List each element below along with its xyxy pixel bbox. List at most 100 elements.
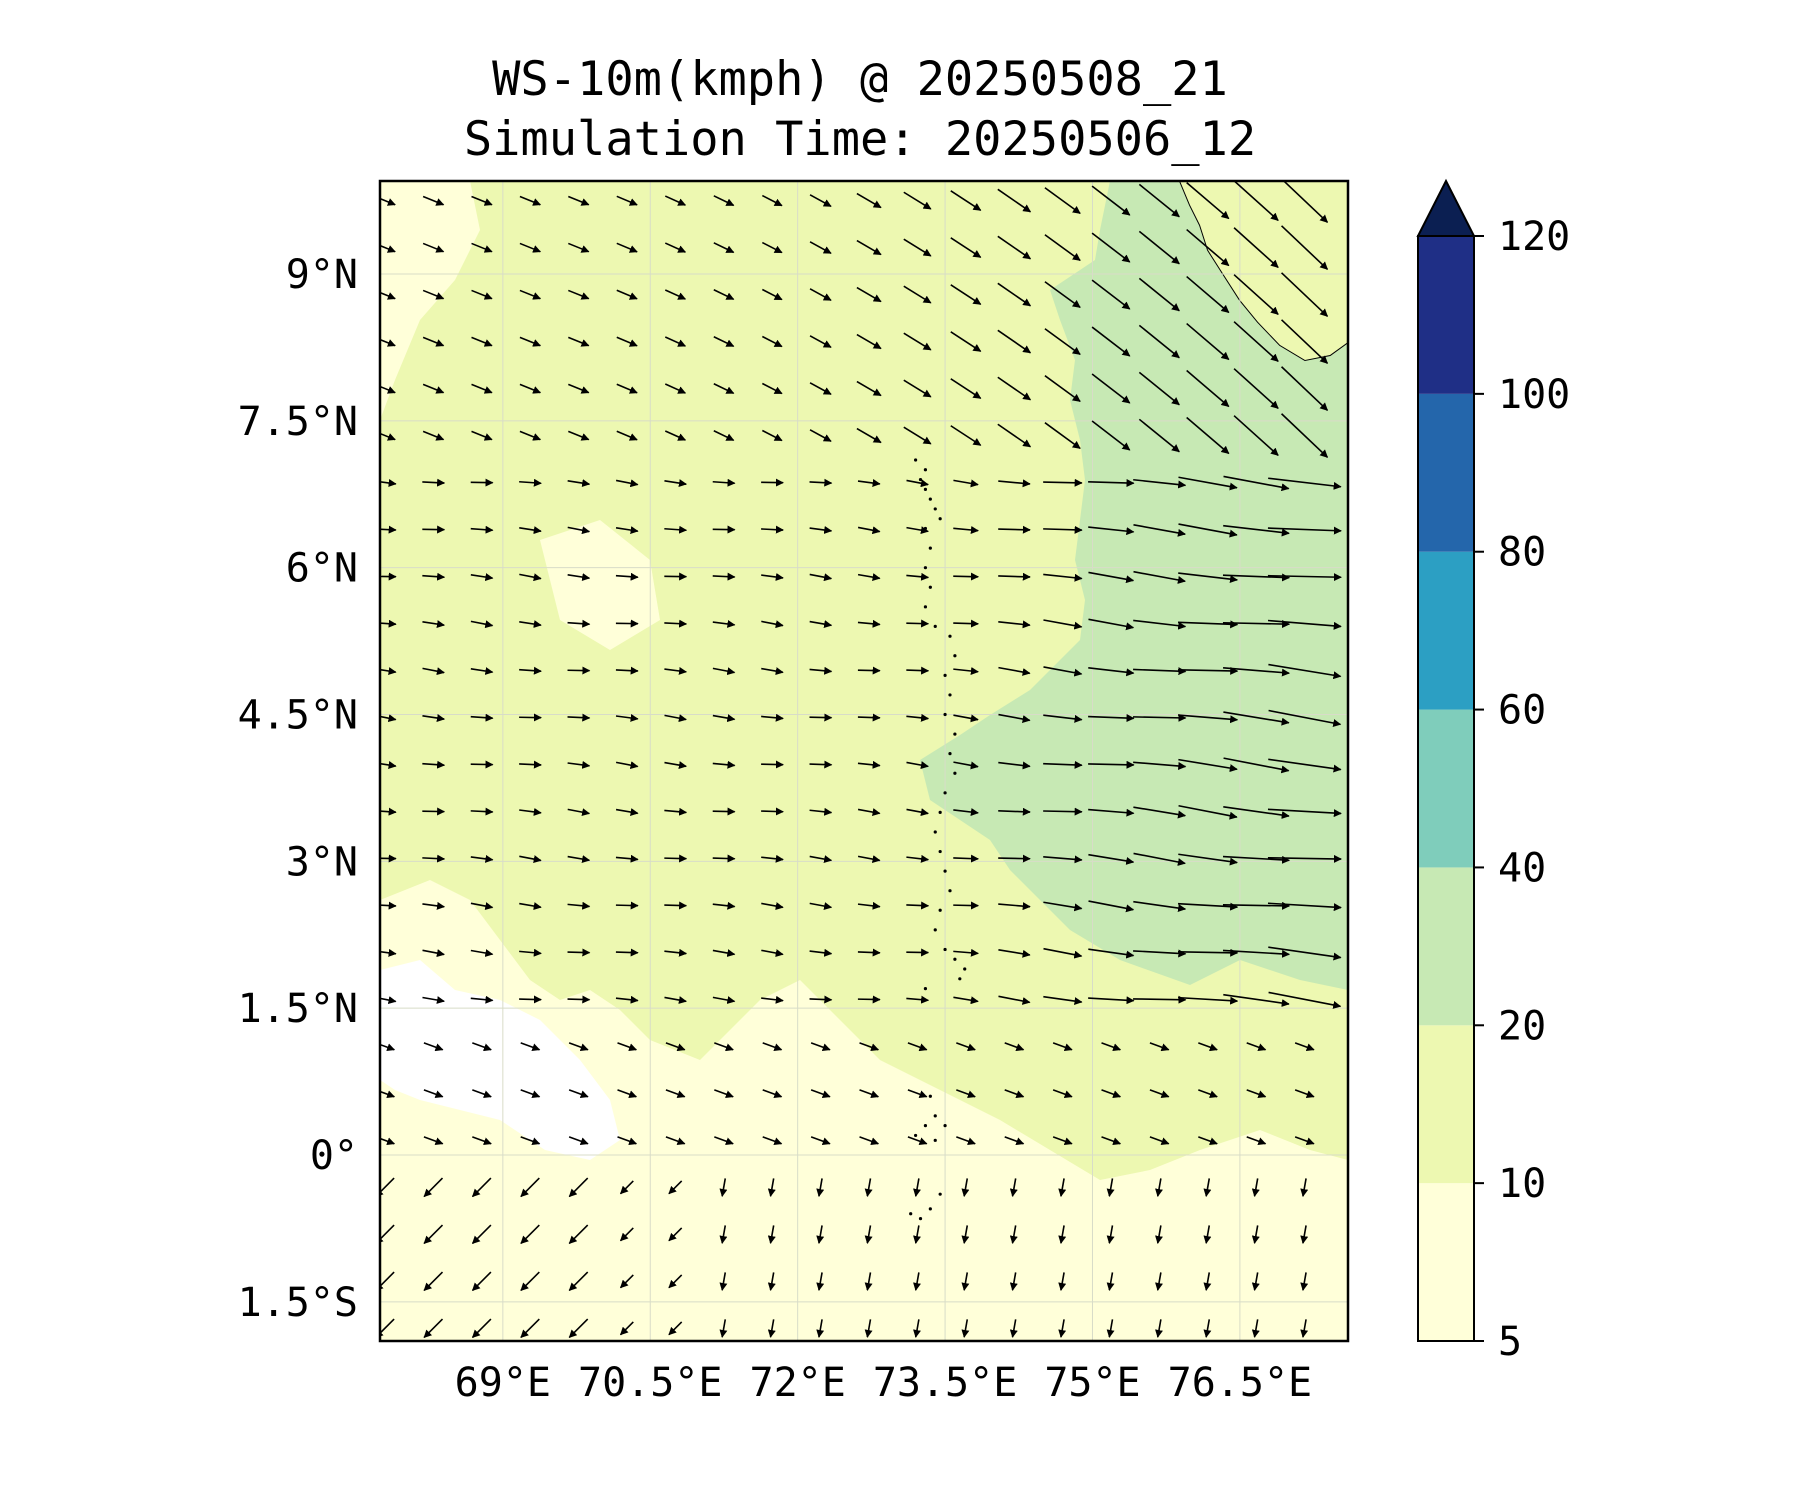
- wind-arrow: [950, 331, 982, 352]
- wind-arrow: [1178, 996, 1239, 1005]
- wind-arrow: [762, 1042, 783, 1052]
- wind-arrow: [1009, 1225, 1018, 1244]
- wind-arrow: [568, 430, 590, 441]
- island-dot: [923, 1124, 928, 1128]
- wind-arrow: [1009, 1319, 1018, 1338]
- wind-arrow: [1268, 709, 1342, 727]
- wind-arrow: [567, 479, 591, 488]
- wind-arrow: [568, 1224, 589, 1245]
- wind-arrow: [997, 188, 1032, 213]
- wind-arrow: [857, 808, 881, 817]
- wind-arrow: [615, 901, 639, 910]
- wind-arrow: [712, 667, 736, 676]
- wind-arrow: [1091, 185, 1131, 216]
- wind-arrow: [857, 855, 881, 864]
- wind-arrow: [422, 854, 446, 863]
- wind-arrow: [664, 336, 687, 347]
- wind-arrow: [1133, 995, 1187, 1004]
- wind-arrow: [998, 949, 1031, 958]
- wind-arrow: [906, 572, 930, 581]
- x-tick-label: 72°E: [750, 1360, 846, 1406]
- wind-arrow: [1233, 368, 1279, 409]
- wind-arrow: [1133, 761, 1187, 770]
- wind-arrow: [809, 807, 833, 816]
- wind-arrow: [1043, 807, 1083, 816]
- wind-arrow: [907, 1089, 928, 1099]
- colorbar-tick-label: 100: [1498, 372, 1570, 418]
- wind-arrow: [712, 996, 736, 1004]
- wind-arrow: [380, 714, 397, 723]
- wind-arrow: [1004, 1136, 1025, 1146]
- wind-arrow: [761, 288, 783, 301]
- wind-arrow: [913, 1178, 921, 1197]
- island-dot: [953, 957, 957, 961]
- wind-arrow: [519, 902, 542, 910]
- wind-arrow: [953, 619, 979, 628]
- wind-arrow: [997, 282, 1032, 307]
- wind-arrow: [1052, 1136, 1073, 1146]
- wind-arrow: [664, 289, 687, 300]
- wind-arrow: [864, 1225, 873, 1244]
- colorbar: 5 10 20 40 60 80 100 120: [1416, 178, 1570, 1365]
- wind-arrow: [712, 572, 736, 581]
- wind-arrow: [1203, 1178, 1212, 1197]
- wind-arrow: [615, 948, 639, 957]
- wind-arrow: [471, 289, 493, 300]
- wind-arrow: [857, 573, 881, 582]
- wind-arrow: [816, 1225, 825, 1244]
- wind-arrow: [615, 713, 639, 722]
- wind-arrow: [616, 289, 638, 300]
- region-below-10-blob: [540, 520, 660, 650]
- island-dot: [918, 1217, 923, 1221]
- wind-arrow: [1178, 476, 1238, 491]
- wind-arrow: [1222, 620, 1291, 629]
- wind-arrow: [519, 478, 542, 487]
- wind-arrow: [664, 619, 688, 628]
- wind-arrow: [380, 1224, 395, 1245]
- wind-arrow: [713, 383, 735, 395]
- wind-arrow: [761, 382, 783, 395]
- wind-arrow: [1300, 1272, 1309, 1291]
- colorbar-tick-label: 120: [1498, 214, 1570, 260]
- wind-arrow: [668, 1180, 683, 1195]
- wind-arrow: [810, 1042, 831, 1052]
- wind-arrow: [616, 195, 638, 206]
- wind-arrow: [615, 666, 639, 675]
- y-tick-label: 4.5°N: [238, 693, 358, 739]
- wind-arrow: [664, 430, 687, 441]
- wind-arrow: [380, 619, 397, 628]
- island-dot: [938, 1192, 942, 1196]
- wind-arrow: [1203, 1225, 1212, 1244]
- wind-arrow: [1178, 572, 1239, 584]
- wind-arrow: [864, 1178, 873, 1197]
- wind-arrow: [857, 948, 881, 957]
- wind-arrow: [1203, 1272, 1212, 1291]
- wind-arrow: [956, 1089, 976, 1099]
- wind-arrow: [1186, 228, 1230, 267]
- wind-arrow: [664, 525, 688, 534]
- wind-arrow: [713, 430, 735, 442]
- y-tick-label: 9°N: [286, 252, 358, 298]
- wind-arrow: [1044, 234, 1081, 262]
- map-title-block: WS-10m(kmph) @ 20250508_21 Simulation Ti…: [330, 50, 1390, 170]
- wind-arrow: [1133, 619, 1187, 630]
- region-below-10: [380, 880, 1348, 1341]
- wind-arrow: [470, 713, 494, 722]
- wind-arrow: [616, 383, 638, 394]
- wind-arrow: [422, 996, 445, 1004]
- wind-arrow: [619, 1180, 634, 1195]
- wind-arrow: [1043, 855, 1083, 864]
- wind-arrow: [519, 573, 542, 582]
- wind-arrow: [906, 526, 929, 535]
- wind-arrow: [1267, 619, 1342, 630]
- wind-arrow: [761, 620, 784, 629]
- wind-arrow: [470, 620, 494, 629]
- wind-arrow: [1088, 526, 1135, 536]
- wind-arrow: [567, 619, 591, 628]
- wind-arrow: [470, 807, 494, 816]
- colorbar-segment: [1418, 867, 1474, 1026]
- y-tick-label: 1.5°S: [238, 1280, 358, 1326]
- wind-arrow: [998, 995, 1031, 1005]
- wind-arrow: [907, 1042, 928, 1052]
- island-dot: [909, 1212, 913, 1216]
